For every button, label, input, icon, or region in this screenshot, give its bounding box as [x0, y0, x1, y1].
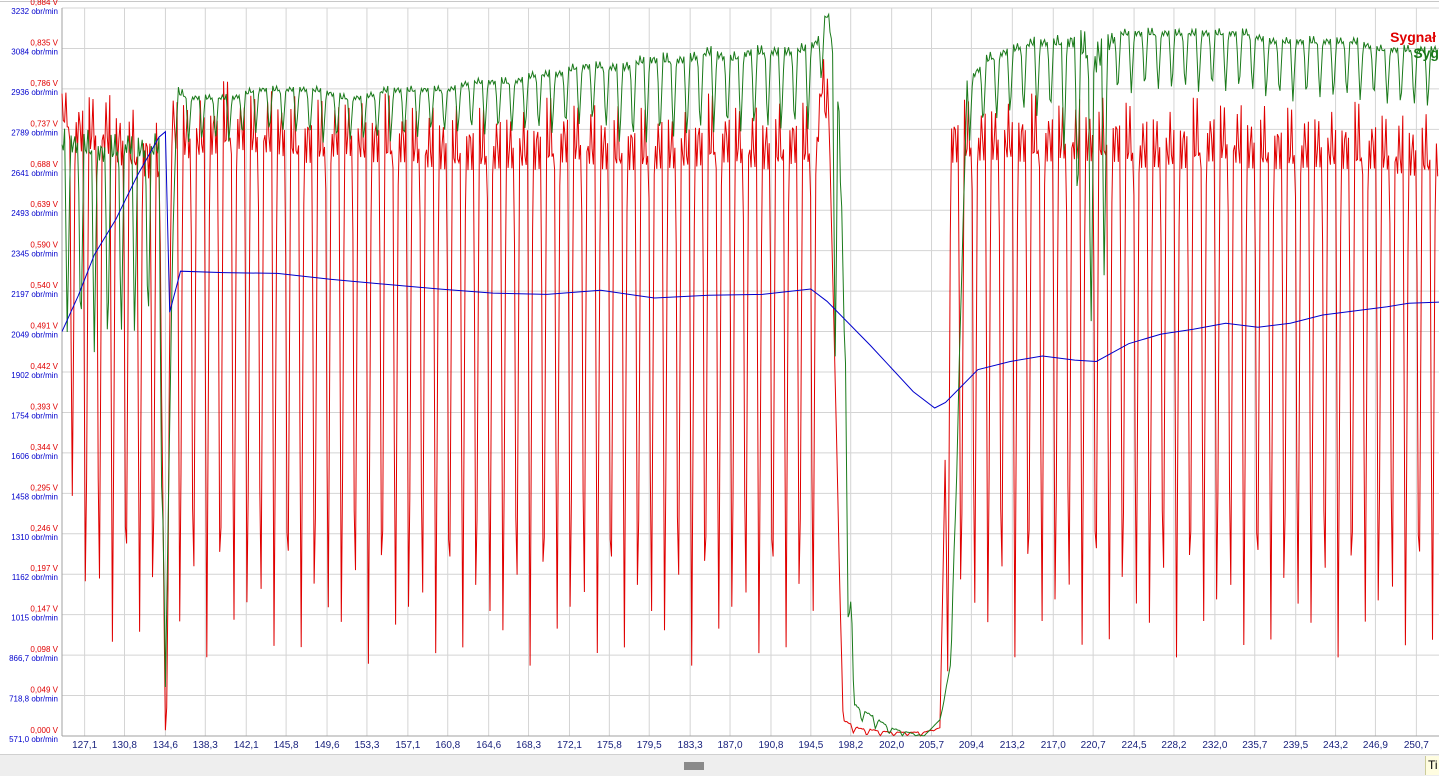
y-tick-voltage: 0,540 V [30, 281, 58, 290]
status-corner-box: Ti [1425, 756, 1439, 775]
grid-lines [61, 7, 1439, 737]
x-tick-label: 246,9 [1363, 740, 1388, 751]
y-tick-rpm: 1902 obr/min [11, 371, 58, 380]
legend-label-syg: Syg [1413, 45, 1439, 61]
y-tick-rpm: 1015 obr/min [11, 614, 58, 623]
horizontal-scrollbar[interactable] [0, 754, 1439, 776]
y-tick-rpm: 2049 obr/min [11, 331, 58, 340]
y-tick-voltage: 0,393 V [30, 402, 58, 411]
y-tick-voltage: 0,295 V [30, 483, 58, 492]
x-tick-label: 239,5 [1283, 740, 1308, 751]
legend: Sygnał Syg [1390, 29, 1439, 61]
series-line-sygna [61, 59, 1439, 737]
y-tick-voltage: 0,688 V [30, 160, 58, 169]
series-group [61, 12, 1439, 737]
x-tick-label: 145,8 [274, 740, 299, 751]
x-tick-label: 217,0 [1041, 740, 1066, 751]
y-tick-rpm: 571,0 obr/min [9, 735, 58, 744]
x-tick-label: 187,0 [718, 740, 743, 751]
x-tick-label: 209,4 [959, 740, 984, 751]
x-tick-label: 164,6 [476, 740, 501, 751]
y-tick-rpm: 2197 obr/min [11, 290, 58, 299]
x-axis-labels: 127,1 130,8 134,6 138,3 142,1 145,8 149,6 153,3… [72, 740, 1429, 751]
x-tick-label: 220,7 [1081, 740, 1106, 751]
y-tick-rpm: 1606 obr/min [11, 452, 58, 461]
y-tick-voltage: 0,442 V [30, 362, 58, 371]
y-tick-rpm: 1310 obr/min [11, 533, 58, 542]
y-tick-voltage: 0,884 V [30, 0, 58, 7]
x-tick-label: 183,3 [678, 740, 703, 751]
y-tick-voltage: 0,344 V [30, 443, 58, 452]
y-tick-voltage: 0,147 V [30, 605, 58, 614]
x-tick-label: 168,3 [516, 740, 541, 751]
x-tick-label: 213,2 [1000, 740, 1025, 751]
y-tick-voltage: 0,786 V [30, 79, 58, 88]
x-tick-label: 149,6 [315, 740, 340, 751]
x-tick-label: 228,2 [1161, 740, 1186, 751]
y-tick-voltage: 0,098 V [30, 645, 58, 654]
y-tick-rpm: 2936 obr/min [11, 88, 58, 97]
y-tick-voltage: 0,049 V [30, 686, 58, 695]
x-tick-label: 127,1 [72, 740, 97, 751]
scrollbar-thumb[interactable] [684, 762, 704, 770]
y-tick-rpm: 1162 obr/min [12, 573, 58, 582]
x-tick-label: 250,7 [1404, 740, 1429, 751]
x-tick-label: 172,1 [557, 740, 582, 751]
x-tick-label: 205,7 [919, 740, 944, 751]
y-tick-voltage: 0,246 V [30, 524, 58, 533]
y-tick-rpm: 866,7 obr/min [9, 654, 58, 663]
x-tick-label: 157,1 [395, 740, 420, 751]
x-tick-label: 202,0 [879, 740, 904, 751]
y-tick-rpm: 718,8 obr/min [9, 695, 58, 704]
series-line-rpm [61, 130, 1439, 409]
y-tick-voltage: 0,639 V [30, 200, 58, 209]
x-tick-label: 138,3 [193, 740, 218, 751]
x-tick-label: 134,6 [153, 740, 178, 751]
y-tick-rpm: 2789 obr/min [11, 128, 58, 137]
y-tick-voltage: 0,835 V [30, 38, 58, 47]
x-tick-label: 130,8 [112, 740, 137, 751]
legend-label-signal: Sygnał [1390, 29, 1436, 45]
x-tick-label: 198,2 [838, 740, 863, 751]
y-tick-rpm: 3084 obr/min [11, 47, 58, 56]
x-tick-label: 232,0 [1202, 740, 1227, 751]
y-tick-rpm: 1458 obr/min [11, 492, 58, 501]
x-tick-label: 175,8 [597, 740, 622, 751]
x-tick-label: 224,5 [1122, 740, 1147, 751]
x-tick-label: 160,8 [435, 740, 460, 751]
x-tick-label: 142,1 [234, 740, 259, 751]
y-tick-rpm: 3232 obr/min [11, 7, 58, 16]
x-tick-label: 153,3 [354, 740, 379, 751]
x-tick-label: 243,2 [1323, 740, 1348, 751]
y-tick-voltage: 0,590 V [30, 241, 58, 250]
y-tick-voltage: 0,197 V [30, 564, 58, 573]
y-tick-voltage: 0,737 V [30, 119, 58, 128]
y-tick-rpm: 2345 obr/min [11, 250, 58, 259]
y-tick-voltage: 0,000 V [30, 726, 58, 735]
y-tick-rpm: 2641 obr/min [11, 169, 58, 178]
x-tick-label: 194,5 [798, 740, 823, 751]
x-tick-label: 235,7 [1242, 740, 1267, 751]
x-tick-label: 179,5 [637, 740, 662, 751]
y-tick-voltage: 0,491 V [30, 322, 58, 331]
series-line-syg [61, 12, 1439, 737]
y-tick-rpm: 2493 obr/min [11, 209, 58, 218]
x-tick-label: 190,8 [758, 740, 783, 751]
y-tick-rpm: 1754 obr/min [11, 411, 58, 420]
